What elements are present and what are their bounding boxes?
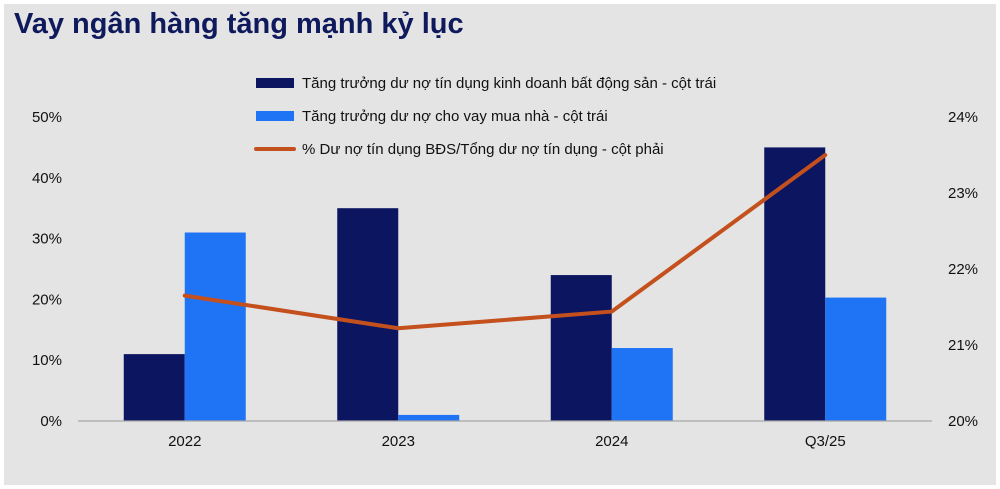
right-tick-label: 24%	[948, 109, 978, 126]
bars-layer	[123, 147, 887, 421]
legend-label-1: Tăng trưởng dư nợ cho vay mua nhà - cột …	[302, 108, 608, 125]
left-tick-label: 50%	[32, 109, 62, 126]
bar-bds-credit-1	[337, 208, 399, 421]
bar-bds-credit-2	[550, 275, 612, 421]
right-tick-label: 21%	[948, 337, 978, 354]
left-tick-label: 20%	[32, 291, 62, 308]
legend-swatch-1	[256, 111, 294, 121]
x-tick-label: 2024	[595, 433, 628, 450]
right-tick-label: 22%	[948, 261, 978, 278]
x-tick-label: Q3/25	[805, 433, 846, 450]
bar-home-loan-3	[825, 297, 887, 421]
bar-home-loan-1	[398, 414, 460, 421]
left-axis: 0% 10% 20% 30% 40% 50%	[32, 109, 62, 430]
legend-label-2: % Dư nợ tín dụng BĐS/Tổng dư nợ tín dụng…	[302, 141, 664, 158]
bar-bds-credit-3	[764, 147, 826, 421]
line-layer	[182, 153, 828, 331]
bar-home-loan-0	[184, 232, 246, 421]
x-axis: 2022 2023 2024 Q3/25	[168, 433, 846, 450]
chart-title: Vay ngân hàng tăng mạnh kỷ lục	[14, 8, 464, 40]
legend-swatch-0	[256, 78, 294, 88]
left-tick-label: 0%	[40, 413, 62, 430]
legend-label-0: Tăng trưởng dư nợ tín dụng kinh doanh bấ…	[302, 75, 716, 92]
right-tick-label: 23%	[948, 185, 978, 202]
legend: Tăng trưởng dư nợ tín dụng kinh doanh bấ…	[254, 75, 716, 158]
line-series-bds-ratio	[182, 153, 828, 331]
bar-bds-credit-0	[123, 354, 185, 421]
right-tick-label: 20%	[948, 413, 978, 430]
bar-home-loan-2	[611, 348, 673, 421]
left-tick-label: 10%	[32, 352, 62, 369]
x-tick-label: 2023	[382, 433, 415, 450]
x-tick-label: 2022	[168, 433, 201, 450]
left-tick-label: 40%	[32, 170, 62, 187]
right-axis: 20% 21% 22% 23% 24%	[948, 109, 978, 430]
left-tick-label: 30%	[32, 231, 62, 248]
